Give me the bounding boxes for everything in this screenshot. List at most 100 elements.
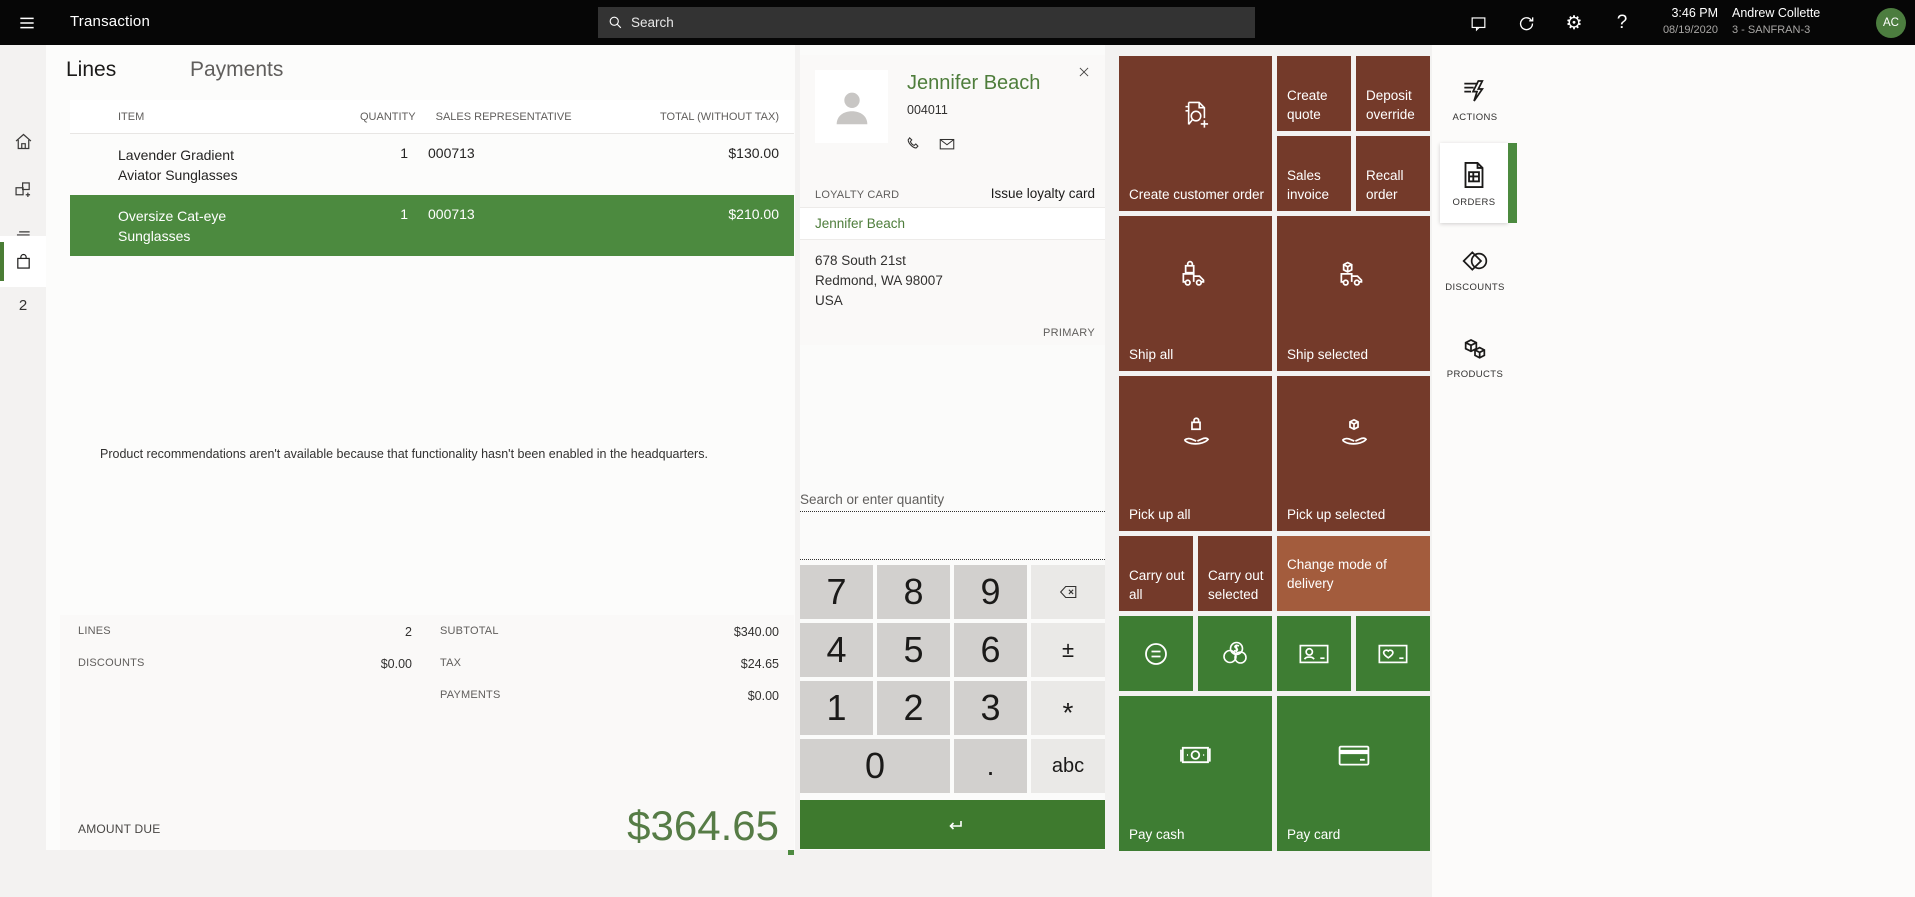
numpad-plusminus-key[interactable]: ± <box>1031 623 1105 677</box>
numpad-key-5[interactable]: 5 <box>877 623 950 677</box>
nav-transaction-button[interactable] <box>0 236 46 287</box>
tile-label: Create quote <box>1287 88 1328 122</box>
carry-out-selected-button[interactable]: Carry out selected <box>1198 536 1272 611</box>
row-total: $210.00 <box>728 206 779 222</box>
person-icon <box>836 92 867 124</box>
header-quantity: QUANTITY <box>360 110 416 123</box>
rail-tab-label: DISCOUNTS <box>1445 282 1505 293</box>
quantity-search-field[interactable] <box>800 488 1105 512</box>
loyalty-customer-link[interactable]: Jennifer Beach <box>815 216 906 231</box>
numpad-key-4[interactable]: 4 <box>800 623 873 677</box>
sales-invoice-button[interactable]: Sales invoice <box>1277 136 1351 211</box>
avatar[interactable]: AC <box>1876 8 1906 38</box>
amount-due-label: AMOUNT DUE <box>78 822 161 836</box>
search-input[interactable] <box>631 15 1245 30</box>
create-customer-order-button[interactable]: Create customer order <box>1119 56 1272 211</box>
tab-payments[interactable]: Payments <box>190 58 284 81</box>
numpad-key-7[interactable]: 7 <box>800 565 873 619</box>
totals-panel: LINES 2 DISCOUNTS $0.00 SUBTOTAL $340.00… <box>60 615 794 850</box>
deposit-override-button[interactable]: Deposit override <box>1356 56 1430 131</box>
change-mode-of-delivery-button[interactable]: Change mode of delivery <box>1277 536 1430 611</box>
quantity-search-input[interactable] <box>800 488 1105 511</box>
currency-button[interactable] <box>1198 616 1272 691</box>
customer-avatar[interactable] <box>815 70 888 143</box>
page-title: Transaction <box>70 13 151 30</box>
header-total: TOTAL (WITHOUT TAX) <box>660 110 779 123</box>
numpad-key-3[interactable]: 3 <box>954 681 1027 735</box>
balance-button[interactable] <box>1119 616 1193 691</box>
table-row[interactable]: Lavender Gradient Aviator Sunglasses 1 0… <box>70 134 794 195</box>
numpad-key-9[interactable]: 9 <box>954 565 1027 619</box>
close-icon[interactable] <box>1073 61 1095 83</box>
nav-products-button[interactable] <box>0 166 46 212</box>
tile-label: Change mode of delivery <box>1287 556 1387 591</box>
rail-tab-label: ORDERS <box>1452 197 1496 208</box>
tile-label: Ship selected <box>1287 347 1369 362</box>
row-quantity: 1 <box>400 145 408 161</box>
numpad-key-1[interactable]: 1 <box>800 681 873 735</box>
settings-gear-icon[interactable]: ⚙ <box>1565 12 1583 34</box>
truck-box-icon <box>1339 261 1362 286</box>
search-icon <box>609 16 622 29</box>
customer-card: Jennifer Beach 004011 LOYALTY CARD Issue… <box>800 55 1105 345</box>
operator-info[interactable]: Andrew Collette 3 - SANFRAN-3 <box>1732 5 1842 39</box>
numpad-key-0[interactable]: 0 <box>800 739 950 793</box>
loyalty-customer-row[interactable]: Jennifer Beach <box>800 207 1105 240</box>
date-text: 08/19/2020 <box>1662 24 1718 36</box>
tax-label: TAX <box>440 657 462 669</box>
numpad-enter-key[interactable] <box>800 800 1105 849</box>
help-icon[interactable]: ? <box>1616 12 1628 33</box>
discount-tag-icon <box>1462 251 1488 271</box>
ship-selected-button[interactable]: Ship selected <box>1277 216 1430 371</box>
issue-loyalty-card-link[interactable]: Issue loyalty card <box>990 186 1095 201</box>
tile-label: Carry out selected <box>1208 568 1264 602</box>
pay-cash-button[interactable]: Pay cash <box>1119 696 1272 851</box>
rail-tab-discounts[interactable]: DISCOUNTS <box>1442 245 1508 293</box>
clock: 3:46 PM 08/19/2020 <box>1652 5 1718 39</box>
numpad-key-8[interactable]: 8 <box>877 565 950 619</box>
tile-label: Pick up all <box>1129 507 1191 522</box>
pick-up-all-button[interactable]: Pick up all <box>1119 376 1272 531</box>
carry-out-all-button[interactable]: Carry out all <box>1119 536 1193 611</box>
sync-icon[interactable] <box>1514 11 1538 35</box>
feedback-chat-icon[interactable] <box>1466 11 1490 35</box>
nav-home-button[interactable] <box>0 118 46 164</box>
global-search-box[interactable] <box>598 7 1255 38</box>
hamburger-menu-icon[interactable] <box>12 8 42 38</box>
customer-name-link[interactable]: Jennifer Beach <box>907 72 1041 94</box>
ship-all-button[interactable]: Ship all <box>1119 216 1272 371</box>
customer-order-icon <box>1185 101 1208 128</box>
rail-tab-orders[interactable]: ORDERS <box>1440 143 1508 223</box>
phone-icon[interactable] <box>905 135 923 153</box>
numpad-key-6[interactable]: 6 <box>954 623 1027 677</box>
boxes-icon <box>14 181 30 197</box>
hand-bag-icon <box>1183 417 1209 445</box>
rail-tab-products[interactable]: PRODUCTS <box>1442 332 1508 380</box>
numpad-key-2[interactable]: 2 <box>877 681 950 735</box>
home-icon <box>15 133 31 149</box>
numpad: 7 8 9 4 5 6 ± 1 2 3 * 0 . abc <box>800 565 1105 793</box>
customer-address: 678 South 21st Redmond, WA 98007 USA <box>815 251 943 311</box>
email-icon[interactable] <box>937 135 957 153</box>
tab-lines[interactable]: Lines <box>66 58 117 81</box>
table-row-selected[interactable]: Oversize Cat-eye Sunglasses 1 000713 $21… <box>70 195 794 256</box>
subtotal-label: SUBTOTAL <box>440 625 499 637</box>
pay-card-button[interactable]: Pay card <box>1277 696 1430 851</box>
recall-order-button[interactable]: Recall order <box>1356 136 1430 211</box>
rail-tab-actions[interactable]: ACTIONS <box>1442 75 1508 123</box>
loyalty-card-button[interactable] <box>1356 616 1430 691</box>
tile-label: Recall order <box>1366 168 1404 202</box>
customer-account-card-button[interactable] <box>1277 616 1351 691</box>
pick-up-selected-button[interactable]: Pick up selected <box>1277 376 1430 531</box>
create-quote-button[interactable]: Create quote <box>1277 56 1351 131</box>
numpad-asterisk-key[interactable]: * <box>1031 681 1105 735</box>
customer-numpad-column: Jennifer Beach 004011 LOYALTY CARD Issue… <box>800 45 1105 850</box>
payments-value: $0.00 <box>747 689 779 703</box>
numpad-backspace-key[interactable] <box>1031 565 1105 619</box>
address-line: 678 South 21st <box>815 253 906 268</box>
tile-label: Ship all <box>1129 347 1174 362</box>
time-text: 3:46 PM <box>1671 6 1718 20</box>
numpad-decimal-key[interactable]: . <box>954 739 1027 793</box>
numpad-abc-key[interactable]: abc <box>1031 739 1105 793</box>
actions-tile-grid: Create customer order Create quote Depos… <box>1119 56 1430 851</box>
